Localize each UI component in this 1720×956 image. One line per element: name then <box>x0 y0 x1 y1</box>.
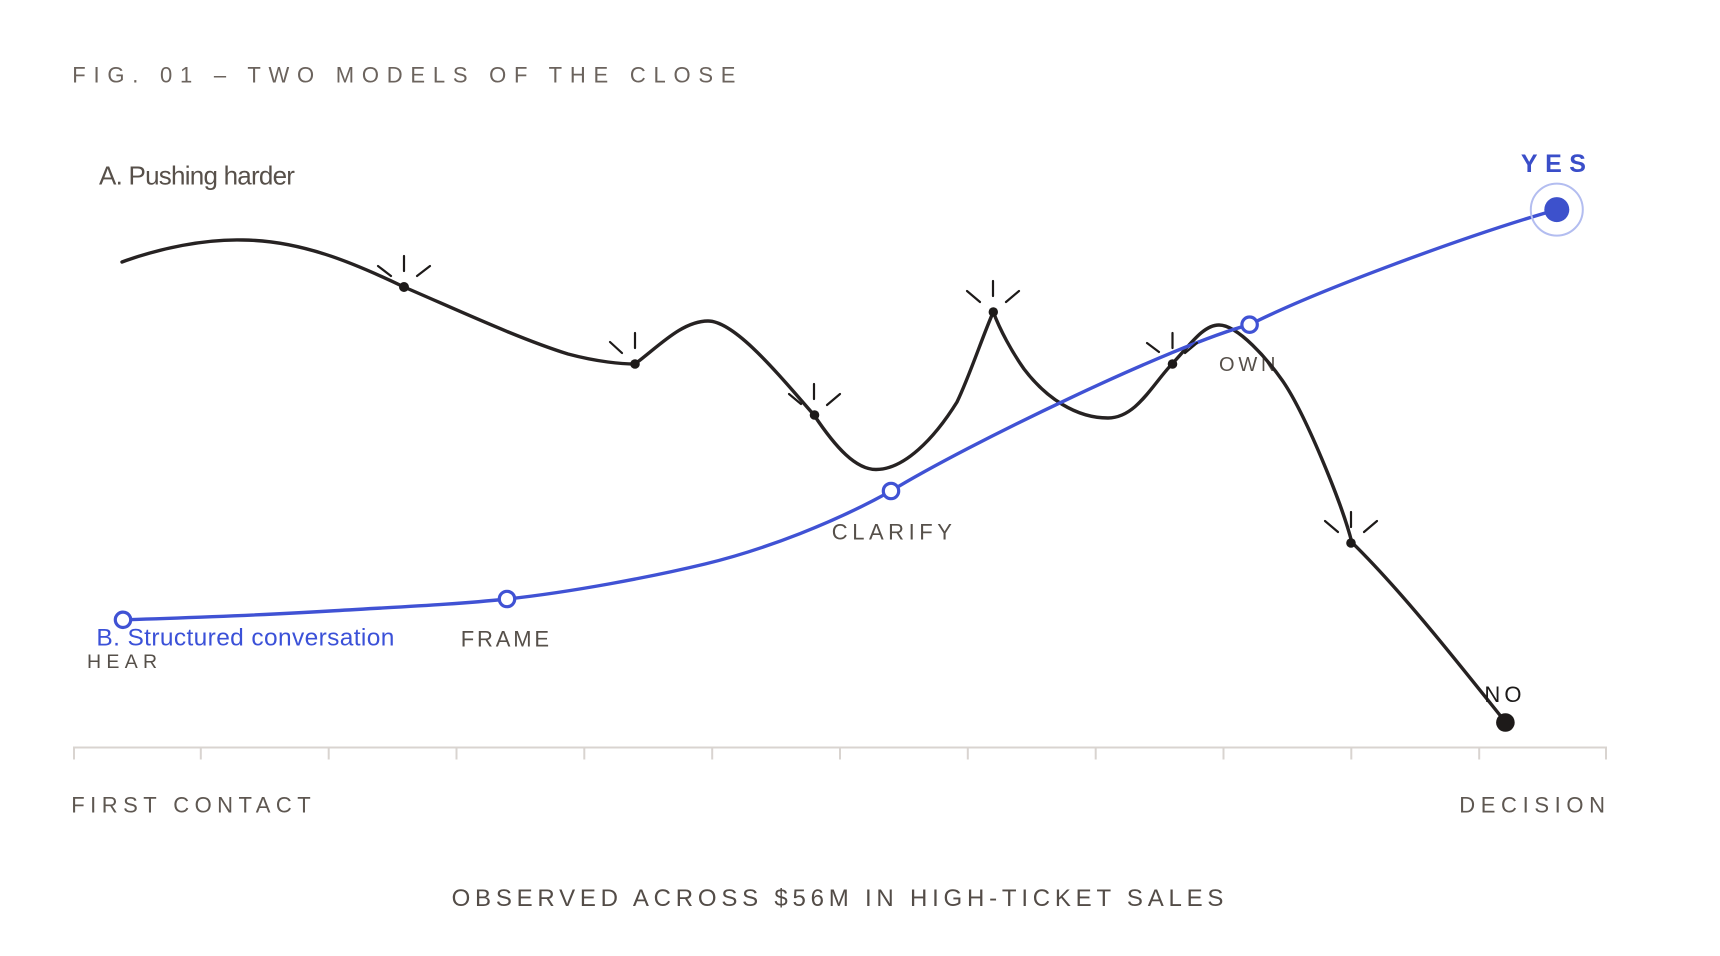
svg-text:OBSERVED ACROSS $56M IN HIGH-T: OBSERVED ACROSS $56M IN HIGH-TICKET SALE… <box>452 885 1229 912</box>
svg-text:HEAR: HEAR <box>87 651 162 673</box>
svg-text:FIRST CONTACT: FIRST CONTACT <box>71 793 316 818</box>
svg-text:B. Structured conversation: B. Structured conversation <box>96 625 394 652</box>
svg-text:FIG. 01 – TWO MODELS OF THE CL: FIG. 01 – TWO MODELS OF THE CLOSE <box>72 62 743 87</box>
svg-text:OWN: OWN <box>1219 354 1279 376</box>
svg-text:A. Pushing harder: A. Pushing harder <box>99 161 295 191</box>
svg-text:CLARIFY: CLARIFY <box>832 520 957 545</box>
svg-text:DECISION: DECISION <box>1459 793 1610 818</box>
svg-text:NO: NO <box>1484 682 1525 707</box>
svg-text:YES: YES <box>1521 150 1594 178</box>
svg-text:FRAME: FRAME <box>461 627 552 652</box>
